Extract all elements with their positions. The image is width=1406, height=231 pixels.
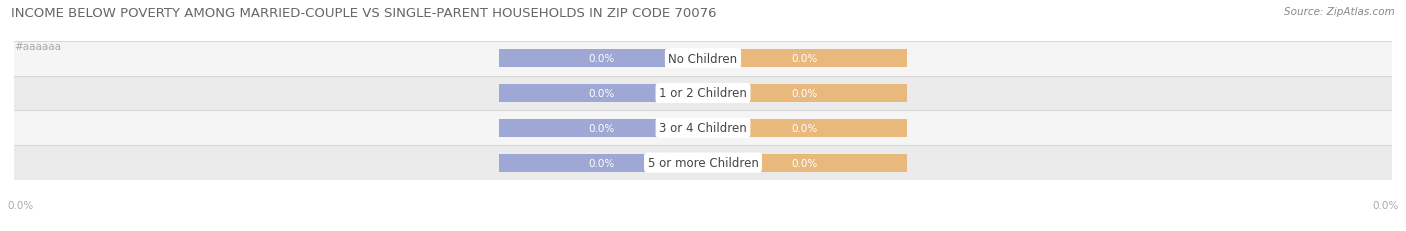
Text: 0.0%: 0.0% xyxy=(792,123,818,133)
Text: 0.0%: 0.0% xyxy=(588,88,614,99)
Bar xyxy=(14,146,1392,180)
Bar xyxy=(703,50,907,68)
Bar xyxy=(499,154,703,172)
Text: 0.0%: 0.0% xyxy=(792,88,818,99)
Text: INCOME BELOW POVERTY AMONG MARRIED-COUPLE VS SINGLE-PARENT HOUSEHOLDS IN ZIP COD: INCOME BELOW POVERTY AMONG MARRIED-COUPL… xyxy=(11,7,717,20)
Bar xyxy=(499,50,703,68)
Text: 0.0%: 0.0% xyxy=(588,123,614,133)
Text: 0.0%: 0.0% xyxy=(7,200,34,210)
Text: 1 or 2 Children: 1 or 2 Children xyxy=(659,87,747,100)
Bar xyxy=(499,119,703,137)
Text: No Children: No Children xyxy=(668,52,738,65)
Bar xyxy=(14,42,1392,76)
Bar xyxy=(14,111,1392,146)
Text: Source: ZipAtlas.com: Source: ZipAtlas.com xyxy=(1284,7,1395,17)
Text: 0.0%: 0.0% xyxy=(1372,200,1399,210)
Bar xyxy=(499,85,703,103)
Text: #aaaaaa: #aaaaaa xyxy=(14,42,60,52)
Text: 0.0%: 0.0% xyxy=(588,158,614,168)
Bar xyxy=(703,119,907,137)
Bar xyxy=(14,76,1392,111)
Text: 5 or more Children: 5 or more Children xyxy=(648,156,758,169)
Text: 0.0%: 0.0% xyxy=(792,54,818,64)
Text: 0.0%: 0.0% xyxy=(588,54,614,64)
Text: 3 or 4 Children: 3 or 4 Children xyxy=(659,122,747,135)
Bar xyxy=(703,154,907,172)
Text: 0.0%: 0.0% xyxy=(792,158,818,168)
Bar xyxy=(703,85,907,103)
